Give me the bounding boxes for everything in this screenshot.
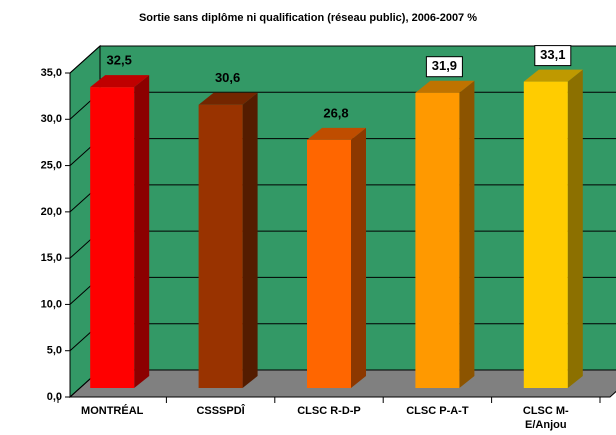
x-tick-label: CLSC R-D-P [297, 405, 361, 417]
value-label: 26,8 [323, 105, 348, 120]
bar [415, 80, 475, 388]
bar [523, 69, 583, 389]
y-tick-label: 15,0 [41, 252, 62, 264]
value-label: 33,1 [540, 47, 565, 62]
bar-front [307, 139, 351, 388]
bar-front [415, 92, 460, 388]
value-label: 32,5 [107, 53, 132, 68]
bar-side [134, 75, 150, 389]
value-label: 31,9 [432, 58, 457, 73]
x-tick-label: CSSSPDÎ [196, 404, 245, 417]
y-tick-label: 30,0 [41, 113, 62, 125]
bar-side [567, 69, 583, 389]
y-tick-label: 5,0 [47, 345, 62, 357]
bar-front [198, 104, 243, 388]
y-tick-label: 35,0 [41, 67, 62, 79]
bar-side [351, 127, 366, 388]
value-label-box [534, 45, 572, 67]
bar-top [523, 69, 583, 82]
x-tick-label-line: CLSC M- [523, 405, 569, 417]
bar [90, 75, 150, 389]
chart-title: Sortie sans diplôme ni qualification (ré… [139, 12, 477, 24]
bar-front [523, 81, 568, 389]
y-tick-label: 10,0 [41, 298, 62, 310]
bar-top [307, 127, 366, 140]
bar-side [242, 92, 258, 388]
y-tick-label: 20,0 [41, 206, 62, 218]
bar-front [90, 87, 135, 389]
x-tick-label-line: E/Anjou [525, 419, 567, 431]
value-label-box [425, 56, 463, 78]
bar-top [90, 75, 150, 88]
bar-top [415, 80, 475, 93]
bar-side [459, 80, 475, 388]
y-tick-label: 25,0 [41, 159, 62, 171]
value-label: 30,6 [215, 70, 240, 85]
grid-line [69, 45, 616, 74]
x-tick-label: CLSC P-A-T [406, 405, 469, 417]
bar [307, 127, 366, 388]
bar-top [198, 92, 258, 105]
bar [198, 92, 258, 388]
x-tick-label: MONTRÉAL [81, 404, 144, 417]
x-tick-label: CLSC M- E/Anjou [523, 405, 569, 431]
y-tick-label: 0,0 [47, 391, 62, 403]
